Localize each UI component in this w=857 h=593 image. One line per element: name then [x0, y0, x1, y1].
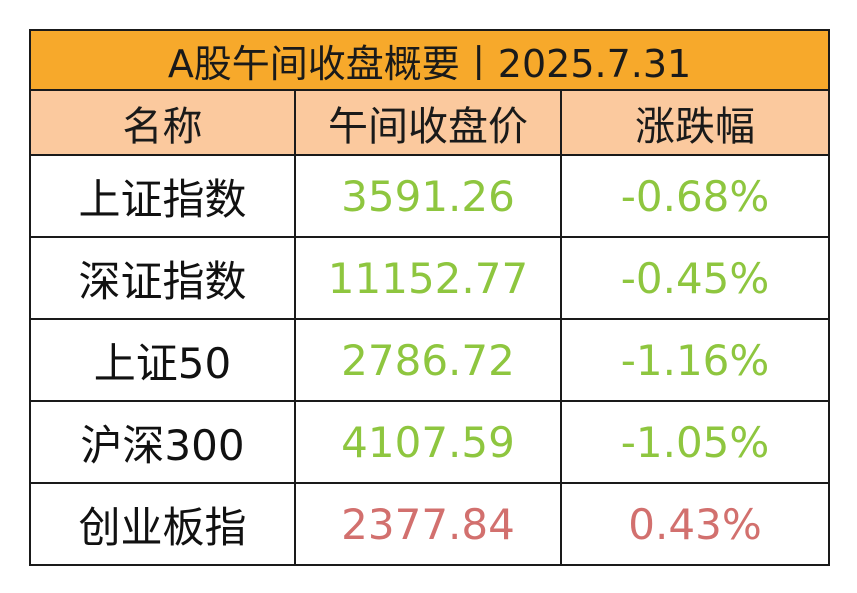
- header-change: 涨跌幅: [559, 89, 831, 156]
- index-name: 沪深300: [29, 400, 296, 484]
- change-percent: -0.68%: [559, 154, 831, 238]
- midday-close-price: 2377.84: [294, 482, 562, 566]
- index-name: 上证指数: [29, 154, 296, 238]
- table-row: 沪深300 4107.59 -1.05%: [29, 400, 831, 484]
- midday-close-price: 11152.77: [294, 236, 562, 320]
- table-title: A股午间收盘概要丨2025.7.31: [28, 29, 831, 91]
- header-row: 名称 午间收盘价 涨跌幅: [29, 89, 831, 156]
- change-percent: -1.05%: [559, 400, 831, 484]
- change-percent: -1.16%: [559, 318, 831, 402]
- index-name: 深证指数: [29, 236, 296, 320]
- index-name: 上证50: [29, 318, 296, 402]
- change-percent: 0.43%: [559, 482, 831, 566]
- table-row: 深证指数 11152.77 -0.45%: [29, 236, 831, 320]
- market-summary-table: A股午间收盘概要丨2025.7.31 名称 午间收盘价 涨跌幅 上证指数 359…: [28, 29, 831, 566]
- header-name: 名称: [29, 89, 296, 156]
- title-row: A股午间收盘概要丨2025.7.31: [28, 29, 831, 91]
- midday-close-price: 2786.72: [294, 318, 562, 402]
- table-row: 创业板指 2377.84 0.43%: [29, 482, 831, 566]
- index-name: 创业板指: [29, 482, 296, 566]
- table-row: 上证指数 3591.26 -0.68%: [29, 154, 831, 238]
- midday-close-price: 4107.59: [294, 400, 562, 484]
- table-row: 上证50 2786.72 -1.16%: [29, 318, 831, 402]
- midday-close-price: 3591.26: [294, 154, 562, 238]
- change-percent: -0.45%: [559, 236, 831, 320]
- header-price: 午间收盘价: [294, 89, 562, 156]
